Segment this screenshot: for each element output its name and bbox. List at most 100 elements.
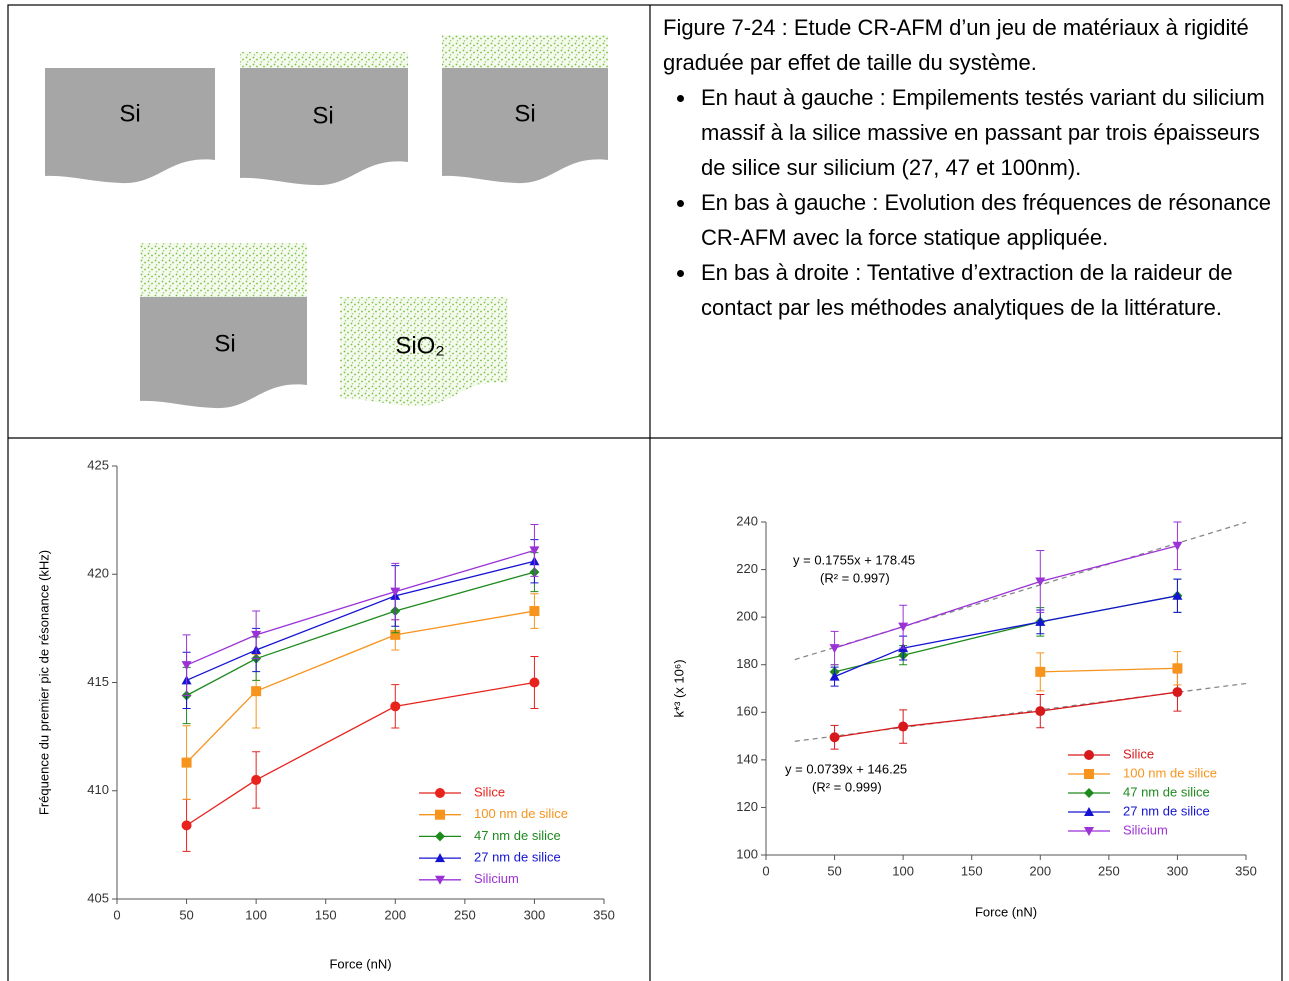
chart: 100 120 140 160 180 200 220 240 0 50 100 150 200 250 3… [671, 513, 1256, 919]
y-tick-label: 420 [87, 566, 109, 581]
x-tick-label: 200 [384, 907, 406, 922]
y-tick-label: 120 [736, 799, 758, 814]
legend-marker [435, 853, 445, 863]
y-tick-label: 140 [736, 751, 758, 766]
silicon-block [140, 297, 307, 409]
data-point [529, 677, 540, 688]
silicon-block [240, 68, 408, 186]
data-point [1172, 687, 1183, 698]
data-point [181, 820, 192, 831]
data-point [1035, 577, 1046, 587]
legend-marker [435, 875, 445, 885]
x-tick-label: 300 [1167, 863, 1189, 878]
oxide-layer [442, 35, 608, 68]
series-line [186, 681, 535, 826]
stack-diagram: Si Si Si Si SiO₂ [45, 35, 608, 409]
chart: 405 410 415 420 425 0 50 100 150 200 250 300 350 Forc… [36, 457, 614, 971]
y-tick-label: 100 [736, 846, 758, 861]
data-point [181, 661, 192, 671]
series-line [834, 595, 1178, 673]
x-axis-label: Force (nN) [975, 904, 1037, 919]
data-point [181, 757, 192, 768]
series-line [186, 560, 535, 681]
data-point [251, 774, 262, 785]
material-label: SiO₂ [395, 332, 444, 359]
data-point [390, 701, 401, 712]
data-point [529, 546, 540, 556]
legend-label: Silicium [1123, 822, 1168, 837]
fit-equation: y = 0.0739x + 146.25 [785, 761, 907, 776]
silicon-block [442, 68, 608, 184]
caption-bullet: En haut à gauche : Empilements testés va… [697, 80, 1275, 185]
fit-line [794, 521, 1247, 661]
legend-marker [1084, 788, 1094, 798]
x-tick-label: 0 [113, 907, 120, 922]
legend-marker [435, 831, 445, 842]
x-tick-label: 200 [1029, 863, 1051, 878]
series-line [834, 691, 1178, 738]
y-tick-label: 425 [87, 457, 109, 472]
x-tick-label: 150 [961, 863, 983, 878]
legend-label: 47 nm de silice [474, 828, 561, 843]
legend-label: 100 nm de silice [1123, 765, 1217, 780]
data-point [829, 671, 840, 681]
x-axis-label: Force (nN) [329, 956, 391, 971]
x-tick-label: 350 [593, 907, 615, 922]
x-tick-label: 50 [179, 907, 193, 922]
caption-bullet: En bas à gauche : Evolution des fréquenc… [697, 185, 1275, 255]
caption-title: Figure 7-24 : Etude CR-AFM d’un jeu de m… [663, 15, 1249, 75]
x-tick-label: 250 [1098, 863, 1120, 878]
legend-label: Silice [1123, 746, 1154, 761]
legend-marker [1084, 807, 1094, 816]
legend-label: Silicium [474, 871, 519, 886]
x-tick-label: 50 [827, 863, 841, 878]
y-tick-label: 180 [736, 656, 758, 671]
legend-label: 27 nm de silice [1123, 803, 1210, 818]
data-point [1172, 663, 1183, 674]
data-point [390, 587, 401, 597]
x-tick-label: 100 [245, 907, 267, 922]
x-tick-label: 0 [762, 863, 769, 878]
legend-marker [1084, 750, 1094, 760]
series-line [186, 549, 535, 666]
data-point [1172, 590, 1183, 600]
table-borders [7, 4, 1283, 981]
legend-label: 27 nm de silice [474, 850, 561, 865]
legend-marker [435, 809, 445, 820]
data-point [251, 630, 262, 640]
series-line [186, 571, 535, 697]
material-label: Si [312, 102, 333, 129]
legend-label: Silice [474, 784, 505, 799]
x-tick-label: 300 [524, 907, 546, 922]
data-point [898, 721, 909, 732]
series-line [186, 610, 535, 764]
series-line [1040, 667, 1178, 673]
y-tick-label: 415 [87, 674, 109, 689]
y-tick-label: 220 [736, 561, 758, 576]
material-label: Si [514, 100, 535, 127]
y-tick-label: 405 [87, 890, 109, 905]
y-axis-label: Fréquence du premier pic de résonance (k… [36, 550, 51, 815]
material-label: Si [119, 100, 140, 127]
data-point [251, 686, 262, 697]
oxide-layer [240, 52, 408, 68]
legend-marker [1084, 827, 1094, 836]
oxide-layer [140, 243, 307, 297]
data-point [1035, 666, 1046, 677]
data-point [529, 606, 540, 617]
data-point [829, 732, 840, 743]
caption-list: En haut à gauche : Empilements testés va… [663, 80, 1275, 325]
data-point [829, 644, 840, 654]
caption-bullet: En bas à droite : Tentative d’extraction… [697, 255, 1275, 325]
x-tick-label: 250 [454, 907, 476, 922]
fit-equation: y = 0.1755x + 178.45 [793, 552, 915, 567]
legend-label: 47 nm de silice [1123, 784, 1210, 799]
series-line [834, 545, 1178, 649]
y-tick-label: 200 [736, 609, 758, 624]
y-tick-label: 160 [736, 704, 758, 719]
legend-label: 100 nm de silice [474, 806, 568, 821]
data-point [1035, 616, 1046, 626]
data-point [390, 629, 401, 640]
